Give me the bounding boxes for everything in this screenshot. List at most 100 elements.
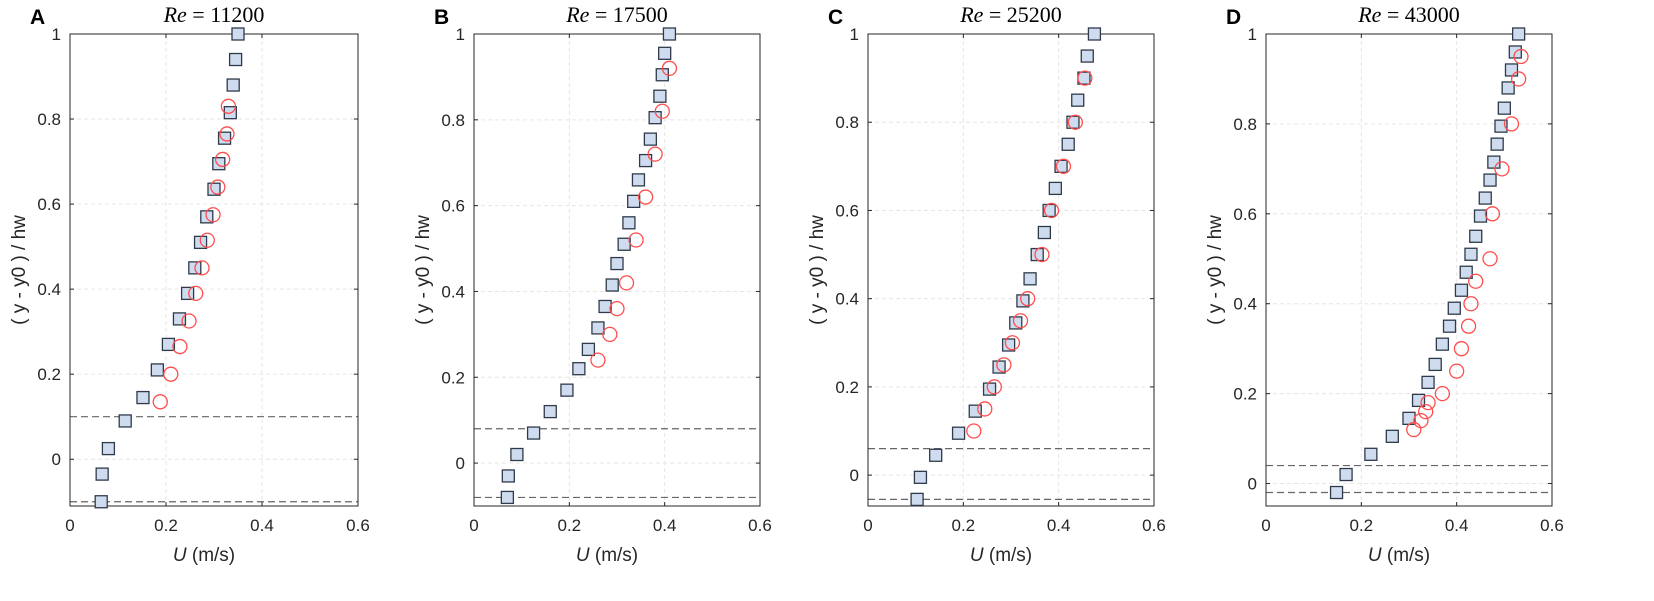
y-tick-label: 0.4	[1233, 295, 1257, 314]
circle-point	[194, 260, 210, 276]
square-point	[560, 383, 574, 397]
square-point	[1501, 81, 1515, 95]
circle-point	[977, 401, 993, 417]
circle-point	[1453, 341, 1470, 357]
circle-point	[1420, 394, 1436, 411]
square-point	[180, 286, 195, 301]
circle-point	[188, 285, 204, 302]
panel-title: Re = 43000	[1357, 2, 1460, 27]
x-tick-label: 0.4	[1445, 516, 1469, 535]
x-tick-label: 0.2	[1350, 516, 1374, 535]
square-point	[605, 278, 619, 292]
axes-box	[473, 33, 761, 507]
y-tick-label: 0.6	[835, 201, 859, 220]
panel-letter: B	[434, 6, 449, 29]
title-variable: Re	[565, 2, 589, 27]
y-axis-label: ( y - y0 ) / hw	[413, 215, 434, 325]
panel-title: Re = 17500	[565, 2, 668, 27]
y-tick-label: 0.8	[441, 111, 465, 130]
square-point	[1511, 27, 1526, 41]
circle-point	[1418, 403, 1434, 420]
square-point	[1023, 272, 1037, 286]
y-tick-label: 1	[1248, 25, 1257, 44]
series-circles	[966, 70, 1093, 439]
square-point	[1454, 283, 1469, 297]
x-axis-unit: (m/s)	[590, 545, 639, 566]
square-point	[231, 27, 245, 41]
square-point	[929, 448, 943, 462]
square-point	[1464, 247, 1478, 261]
circle-point	[1513, 48, 1529, 65]
series-squares	[1329, 27, 1526, 500]
circle-point	[172, 338, 188, 355]
series-circles	[1406, 48, 1529, 438]
panel-title: Re = 25200	[959, 2, 1062, 27]
x-tick-label: 0	[65, 516, 74, 535]
y-tick-label: 0.6	[1233, 205, 1257, 224]
square-point	[1048, 181, 1062, 196]
panel-d: 0 0.2 0.4 0.6 0 0.2 0.4 0.6 0.8 1D Re = 43000 U (m/…	[1205, 2, 1564, 566]
square-point	[526, 426, 541, 440]
x-axis-unit: (m/s)	[1382, 545, 1431, 566]
circle-point	[1510, 71, 1527, 87]
square-point	[653, 89, 667, 103]
square-point	[572, 362, 586, 376]
y-tick-label: 0	[456, 454, 465, 473]
square-point	[910, 492, 924, 507]
square-point	[543, 404, 557, 419]
title-value: = 43000	[1381, 2, 1459, 27]
square-point	[101, 441, 116, 456]
x-tick-label: 0.6	[748, 516, 772, 535]
axes-box	[69, 33, 359, 507]
square-point	[1329, 485, 1344, 500]
y-tick-label: 0	[1248, 475, 1257, 494]
circle-point	[654, 103, 670, 119]
square-point	[1385, 429, 1399, 443]
x-tick-label: 0.2	[952, 516, 976, 535]
y-axis-label: ( y - y0 ) / hw	[807, 215, 828, 325]
y-axis-label: ( y - y0 ) / hw	[1205, 215, 1226, 325]
square-point	[510, 447, 524, 462]
x-tick-label: 0.6	[1540, 516, 1564, 535]
square-point	[598, 299, 612, 314]
circle-point	[661, 60, 678, 76]
x-tick-label: 0.2	[558, 516, 582, 535]
series-circles	[152, 98, 237, 410]
y-tick-label: 1	[52, 25, 61, 44]
x-axis-label: U (m/s)	[173, 545, 235, 566]
square-point	[1364, 447, 1378, 461]
x-tick-label: 0	[1261, 516, 1270, 535]
circle-point	[1482, 251, 1498, 267]
circle-point	[163, 366, 179, 382]
square-point	[1421, 375, 1435, 390]
circle-point	[220, 98, 237, 114]
square-point	[968, 404, 982, 418]
x-axis-variable: U	[1368, 545, 1382, 566]
square-point	[1037, 225, 1052, 240]
square-point	[1469, 229, 1483, 243]
circle-point	[602, 326, 618, 343]
square-point	[662, 27, 677, 41]
series-squares	[500, 27, 677, 505]
square-point	[1504, 63, 1519, 77]
title-variable: Re	[1357, 2, 1381, 27]
y-tick-label: 1	[456, 25, 465, 44]
title-variable: Re	[959, 2, 983, 27]
circle-point	[1034, 246, 1050, 263]
x-tick-label: 0.4	[1047, 516, 1071, 535]
square-point	[617, 237, 631, 251]
x-axis-variable: U	[970, 545, 984, 566]
x-tick-label: 0	[469, 516, 478, 535]
circle-point	[986, 379, 1002, 395]
square-point	[94, 495, 108, 509]
y-axis-label: ( y - y0 ) / hw	[9, 215, 30, 325]
square-point	[591, 321, 605, 335]
square-point	[610, 256, 624, 271]
circle-point	[210, 179, 226, 195]
square-point	[226, 78, 240, 92]
axes-box	[1265, 33, 1553, 507]
square-point	[643, 132, 658, 146]
square-point	[95, 467, 109, 481]
x-tick-label: 0.4	[250, 516, 274, 535]
